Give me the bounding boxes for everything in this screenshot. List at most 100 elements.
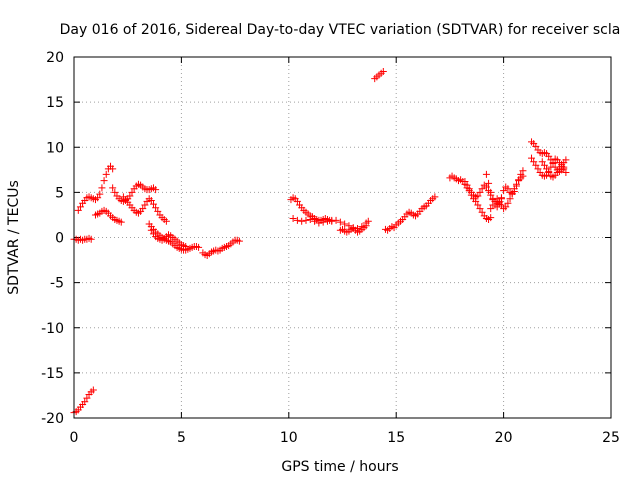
data-point bbox=[508, 189, 516, 197]
data-points bbox=[70, 67, 570, 417]
data-point bbox=[152, 204, 160, 212]
data-point bbox=[341, 220, 349, 228]
data-point bbox=[332, 216, 340, 224]
data-point bbox=[162, 217, 170, 225]
x-tick-label: 10 bbox=[280, 430, 298, 446]
data-point bbox=[109, 184, 117, 192]
series-seg-j bbox=[287, 194, 336, 225]
data-point bbox=[504, 185, 512, 193]
series-seg-c bbox=[74, 162, 117, 214]
data-point bbox=[149, 200, 157, 208]
data-point bbox=[81, 398, 89, 406]
series-seg-l bbox=[336, 222, 370, 236]
data-point bbox=[530, 158, 538, 166]
y-tick-label: -20 bbox=[41, 411, 64, 427]
x-tick-label: 20 bbox=[495, 430, 513, 446]
data-point bbox=[497, 201, 505, 209]
data-point bbox=[109, 165, 117, 173]
y-tick-label: -10 bbox=[41, 321, 64, 337]
data-point bbox=[289, 215, 297, 223]
data-point bbox=[74, 206, 82, 214]
data-point bbox=[311, 217, 319, 225]
data-point bbox=[506, 195, 514, 203]
data-point bbox=[562, 156, 570, 164]
data-point bbox=[147, 196, 155, 204]
x-tick-label: 15 bbox=[387, 430, 405, 446]
plot-frame bbox=[73, 56, 612, 419]
data-point bbox=[235, 237, 243, 245]
data-point bbox=[482, 170, 490, 178]
data-point bbox=[549, 159, 557, 167]
series-seg-o bbox=[446, 172, 495, 223]
data-point bbox=[553, 169, 561, 177]
data-point bbox=[302, 216, 310, 224]
data-point bbox=[100, 177, 108, 185]
series-seg-n bbox=[381, 193, 439, 234]
data-point bbox=[465, 185, 473, 193]
data-point bbox=[487, 214, 495, 222]
data-point bbox=[487, 205, 495, 213]
y-tick-label: 0 bbox=[55, 231, 64, 247]
data-point bbox=[315, 219, 323, 227]
data-point bbox=[478, 185, 486, 193]
y-tick-label: 15 bbox=[46, 95, 64, 111]
series-seg-r bbox=[487, 172, 527, 213]
data-point bbox=[111, 188, 119, 196]
data-point bbox=[195, 243, 203, 251]
data-point bbox=[461, 178, 469, 186]
x-tick-label: 5 bbox=[177, 430, 186, 446]
data-point bbox=[431, 193, 439, 201]
data-point bbox=[540, 161, 548, 169]
data-point bbox=[364, 217, 372, 225]
data-point bbox=[545, 152, 553, 160]
data-point bbox=[532, 142, 540, 150]
data-point bbox=[141, 201, 149, 209]
data-point bbox=[139, 205, 147, 213]
data-point bbox=[474, 192, 482, 200]
series-seg-b bbox=[70, 234, 95, 244]
data-point bbox=[510, 185, 518, 193]
data-point bbox=[306, 215, 314, 223]
data-point bbox=[463, 181, 471, 189]
x-tick-label: 25 bbox=[602, 430, 620, 446]
y-tick-label: 10 bbox=[46, 140, 64, 156]
data-point bbox=[126, 192, 134, 200]
data-point bbox=[89, 386, 97, 394]
data-point bbox=[476, 205, 484, 213]
data-point bbox=[87, 235, 95, 243]
y-tick-label: 20 bbox=[46, 50, 64, 66]
data-point bbox=[543, 165, 551, 173]
data-point bbox=[487, 188, 495, 196]
tick-labels: 0 5 10 15 20 25 -20 -15 -10 -5 0 5 10 15 20 bbox=[41, 50, 620, 446]
y-tick-label: -5 bbox=[50, 276, 64, 292]
data-point bbox=[298, 217, 306, 225]
series-seg-u bbox=[538, 158, 570, 181]
data-point bbox=[319, 218, 327, 226]
data-point bbox=[474, 201, 482, 209]
y-tick-label: 5 bbox=[55, 185, 64, 201]
data-point bbox=[562, 169, 570, 177]
data-point bbox=[504, 199, 512, 207]
series-seg-h bbox=[145, 220, 203, 254]
data-point bbox=[495, 197, 503, 205]
data-point bbox=[76, 203, 84, 211]
data-point bbox=[478, 208, 486, 216]
data-point bbox=[545, 169, 553, 177]
data-point bbox=[485, 179, 493, 187]
series-seg-m bbox=[371, 67, 387, 83]
data-point bbox=[500, 187, 508, 195]
data-point bbox=[534, 165, 542, 173]
data-point bbox=[538, 158, 546, 166]
data-point bbox=[323, 217, 331, 225]
data-point bbox=[512, 180, 520, 188]
data-point bbox=[152, 186, 160, 194]
data-point bbox=[117, 218, 125, 226]
data-point bbox=[96, 190, 104, 198]
data-point bbox=[502, 203, 510, 211]
data-point bbox=[476, 188, 484, 196]
data-point bbox=[362, 222, 370, 230]
chart-title: Day 016 of 2016, Sidereal Day-to-day VTE… bbox=[60, 22, 621, 38]
data-point bbox=[94, 194, 102, 202]
